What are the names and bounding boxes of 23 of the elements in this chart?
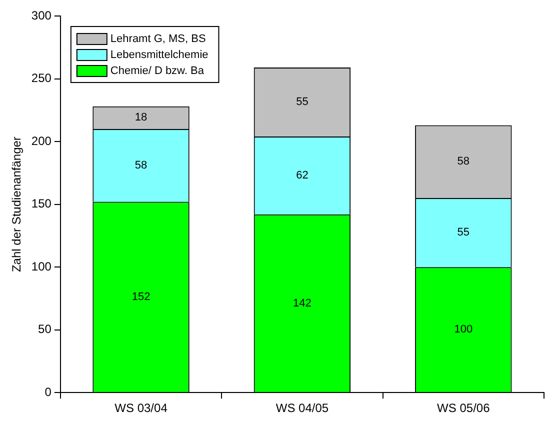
y-tick-label: 250: [31, 71, 52, 86]
data-label: 58: [457, 156, 470, 168]
legend-label: Chemie/ D bzw. Ba: [110, 65, 205, 78]
y-tick-label: 0: [44, 384, 52, 399]
data-label: 142: [293, 297, 312, 310]
data-label: 55: [296, 96, 308, 108]
y-axis-title: Zahl der Studienanfänger: [10, 136, 24, 272]
x-tick-label: WS 05/06: [437, 401, 490, 416]
y-tick-label: 300: [31, 8, 52, 22]
x-tick-label: WS 03/04: [114, 401, 168, 416]
data-label: 100: [454, 324, 473, 336]
y-tick-label: 200: [31, 134, 52, 148]
y-tick-label: 150: [31, 196, 52, 211]
data-label: 152: [132, 290, 150, 303]
x-tick-label: WS 04/05: [276, 401, 329, 416]
data-label: 58: [134, 159, 148, 172]
y-tick-label: 100: [31, 259, 52, 274]
legend-label: Lehramt G, MS, BS: [110, 33, 206, 46]
data-label: 18: [134, 112, 148, 124]
y-tick-label: 50: [38, 322, 52, 336]
data-label: 55: [457, 226, 470, 239]
data-label: 62: [296, 169, 308, 182]
legend-label: Lebensmittelchemie: [110, 49, 208, 62]
